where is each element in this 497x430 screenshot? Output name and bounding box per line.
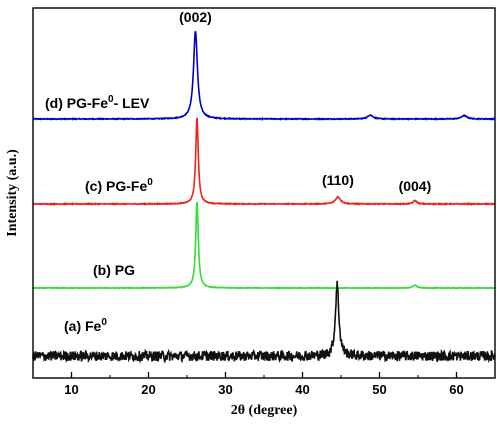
peak-label: (004): [399, 178, 432, 194]
x-tick-label: 10: [64, 382, 78, 397]
x-tick-label: 40: [295, 382, 309, 397]
peak-label: (002): [179, 9, 212, 25]
series-label-superscript: 0: [108, 94, 114, 105]
series-label-main: (d) PG-Fe: [45, 95, 108, 111]
series-line-0: [32, 30, 496, 122]
series-label-superscript: 0: [101, 317, 107, 328]
series-line-1: [32, 117, 496, 206]
x-tick-label: 20: [141, 382, 155, 397]
x-tick-label: 30: [218, 382, 232, 397]
traces-group: [32, 30, 496, 364]
series-label-suffix: - LEV: [114, 95, 150, 111]
series-labels-group: (d) PG-Fe0- LEV(c) PG-Fe0(b) PG(a) Fe0: [45, 94, 153, 334]
x-tick-label: 60: [449, 382, 463, 397]
series-label-0: (d) PG-Fe0- LEV: [45, 94, 150, 111]
series-line-3: [32, 280, 496, 364]
y-axis-title: Intensity (a.u.): [5, 149, 20, 237]
series-label-3: (a) Fe0: [64, 317, 107, 334]
peak-labels-group: (002) (110) (004): [179, 9, 431, 194]
peak-label: (110): [322, 172, 354, 188]
series-line-2: [32, 201, 496, 290]
x-axis-title: 2θ (degree): [231, 403, 298, 418]
series-label-main: (c) PG-Fe: [85, 178, 147, 194]
series-label-superscript: 0: [147, 177, 153, 188]
series-label-main: (b) PG: [93, 262, 135, 278]
x-tick-label: 50: [372, 382, 386, 397]
series-label-1: (c) PG-Fe0: [85, 177, 153, 194]
series-label-main: (a) Fe: [64, 318, 102, 334]
series-label-2: (b) PG: [93, 262, 135, 278]
x-ticks-group: 10 20 30 40 50 60: [32, 372, 496, 397]
